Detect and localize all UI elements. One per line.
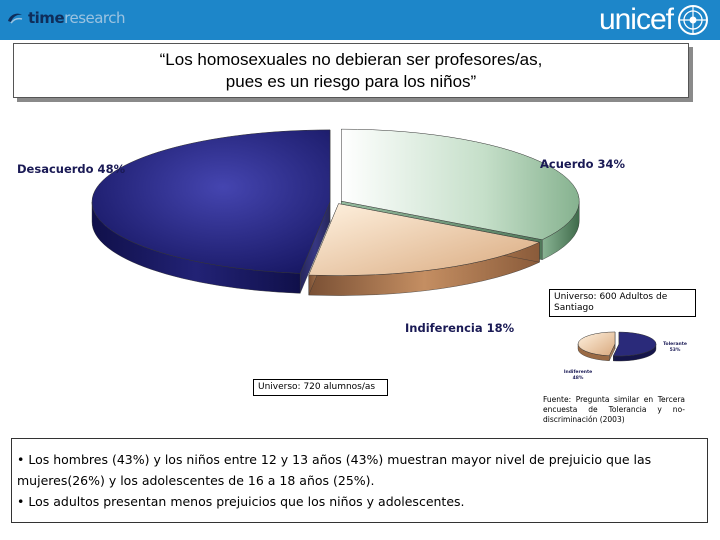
- unicef-emblem-icon: [678, 5, 708, 35]
- bullet-item: • Los hombres (43%) y los niños entre 12…: [17, 452, 652, 488]
- mini-label-tolerante: Tolerante 53%: [663, 342, 687, 353]
- conclusions-box: • Los hombres (43%) y los niños entre 12…: [11, 438, 708, 523]
- label-indiferencia: Indiferencia 18%: [405, 321, 515, 335]
- mini-slice-indiferente-slice: [577, 331, 616, 357]
- slice-desacuerdo-slice: [91, 129, 331, 274]
- slide-title: “Los homosexuales no debieran ser profes…: [159, 49, 543, 91]
- mini-slice-tolerante-slice: [612, 331, 657, 357]
- timeresearch-swirl-icon: [8, 13, 23, 24]
- mini-label-indiferente: Indiferente 48%: [563, 370, 593, 381]
- slice-indiferencia-slice: [308, 203, 541, 276]
- label-desacuerdo: Desacuerdo 48%: [17, 162, 126, 176]
- title-box: “Los homosexuales no debieran ser profes…: [13, 43, 689, 98]
- timeresearch-bold: time: [28, 9, 65, 27]
- adults-pie-chart: [577, 331, 657, 362]
- bullet-item: • Los adultos presentan menos prejuicios…: [17, 494, 465, 509]
- unicef-logo: unicef: [599, 3, 710, 37]
- adults-universe-note: Universo: 600 Adultos de Santiago: [549, 289, 696, 317]
- unicef-wordmark: unicef: [598, 3, 674, 36]
- timeresearch-wordmark: timeresearch: [28, 9, 126, 27]
- header-band: timeresearch unicef: [0, 0, 720, 40]
- label-acuerdo: Acuerdo 34%: [540, 157, 626, 171]
- source-note: Fuente: Pregunta similar en Tercera encu…: [543, 395, 685, 424]
- slice-acuerdo-slice: [341, 128, 580, 240]
- main-pie-chart: [91, 128, 580, 296]
- timeresearch-logo: timeresearch: [6, 9, 126, 27]
- timeresearch-light: research: [64, 9, 126, 27]
- pie-charts: [91, 128, 657, 362]
- students-universe-note: Universo: 720 alumnos/as: [253, 379, 388, 396]
